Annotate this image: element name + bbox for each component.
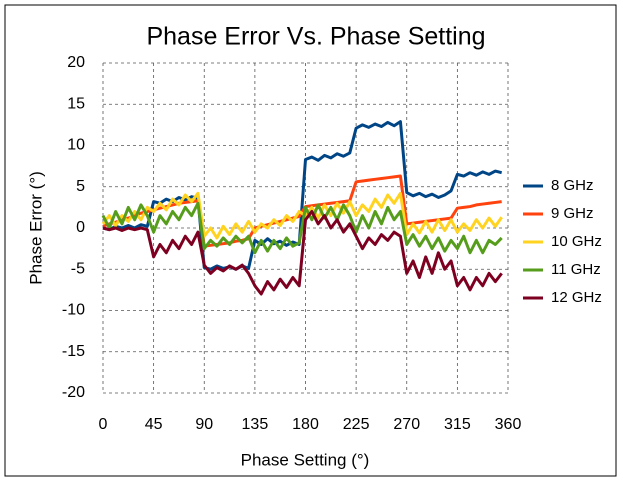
legend-label: 10 GHz [551,233,602,250]
frame [4,4,617,477]
x-tick-label: 225 [343,416,370,433]
y-tick-label: 15 [67,95,85,112]
y-tick-label: 5 [76,178,85,195]
y-tick-label: -15 [62,343,85,360]
legend-label: 9 GHz [551,205,594,222]
x-tick-label: 90 [195,416,213,433]
legend-label: 8 GHz [551,177,594,194]
data-line [101,201,503,255]
y-axis-label: Phase Error (°) [26,171,45,285]
data-line [102,120,503,271]
x-axis-label: Phase Setting (°) [241,450,370,469]
y-tick-label: 10 [67,137,85,154]
legend-label: 12 GHz [551,289,602,306]
chart-title: Phase Error Vs. Phase Setting [146,23,485,51]
x-tick-label: 135 [242,416,269,433]
data-line [101,191,503,240]
x-tick-label: 315 [444,416,471,433]
x-tick-label: 270 [393,416,420,433]
data-line [102,210,503,296]
y-tick-label: 0 [76,219,85,236]
x-tick-label: 180 [292,416,319,433]
x-tick-label: 0 [99,416,108,433]
legend-label: 11 GHz [551,261,601,278]
y-tick-label: -20 [62,384,85,401]
y-tick-label: 20 [67,54,85,71]
y-tick-label: -5 [71,260,85,277]
y-tick-label: -10 [62,302,85,319]
x-tick-label: 45 [145,416,163,433]
x-tick-label: 360 [495,416,522,433]
